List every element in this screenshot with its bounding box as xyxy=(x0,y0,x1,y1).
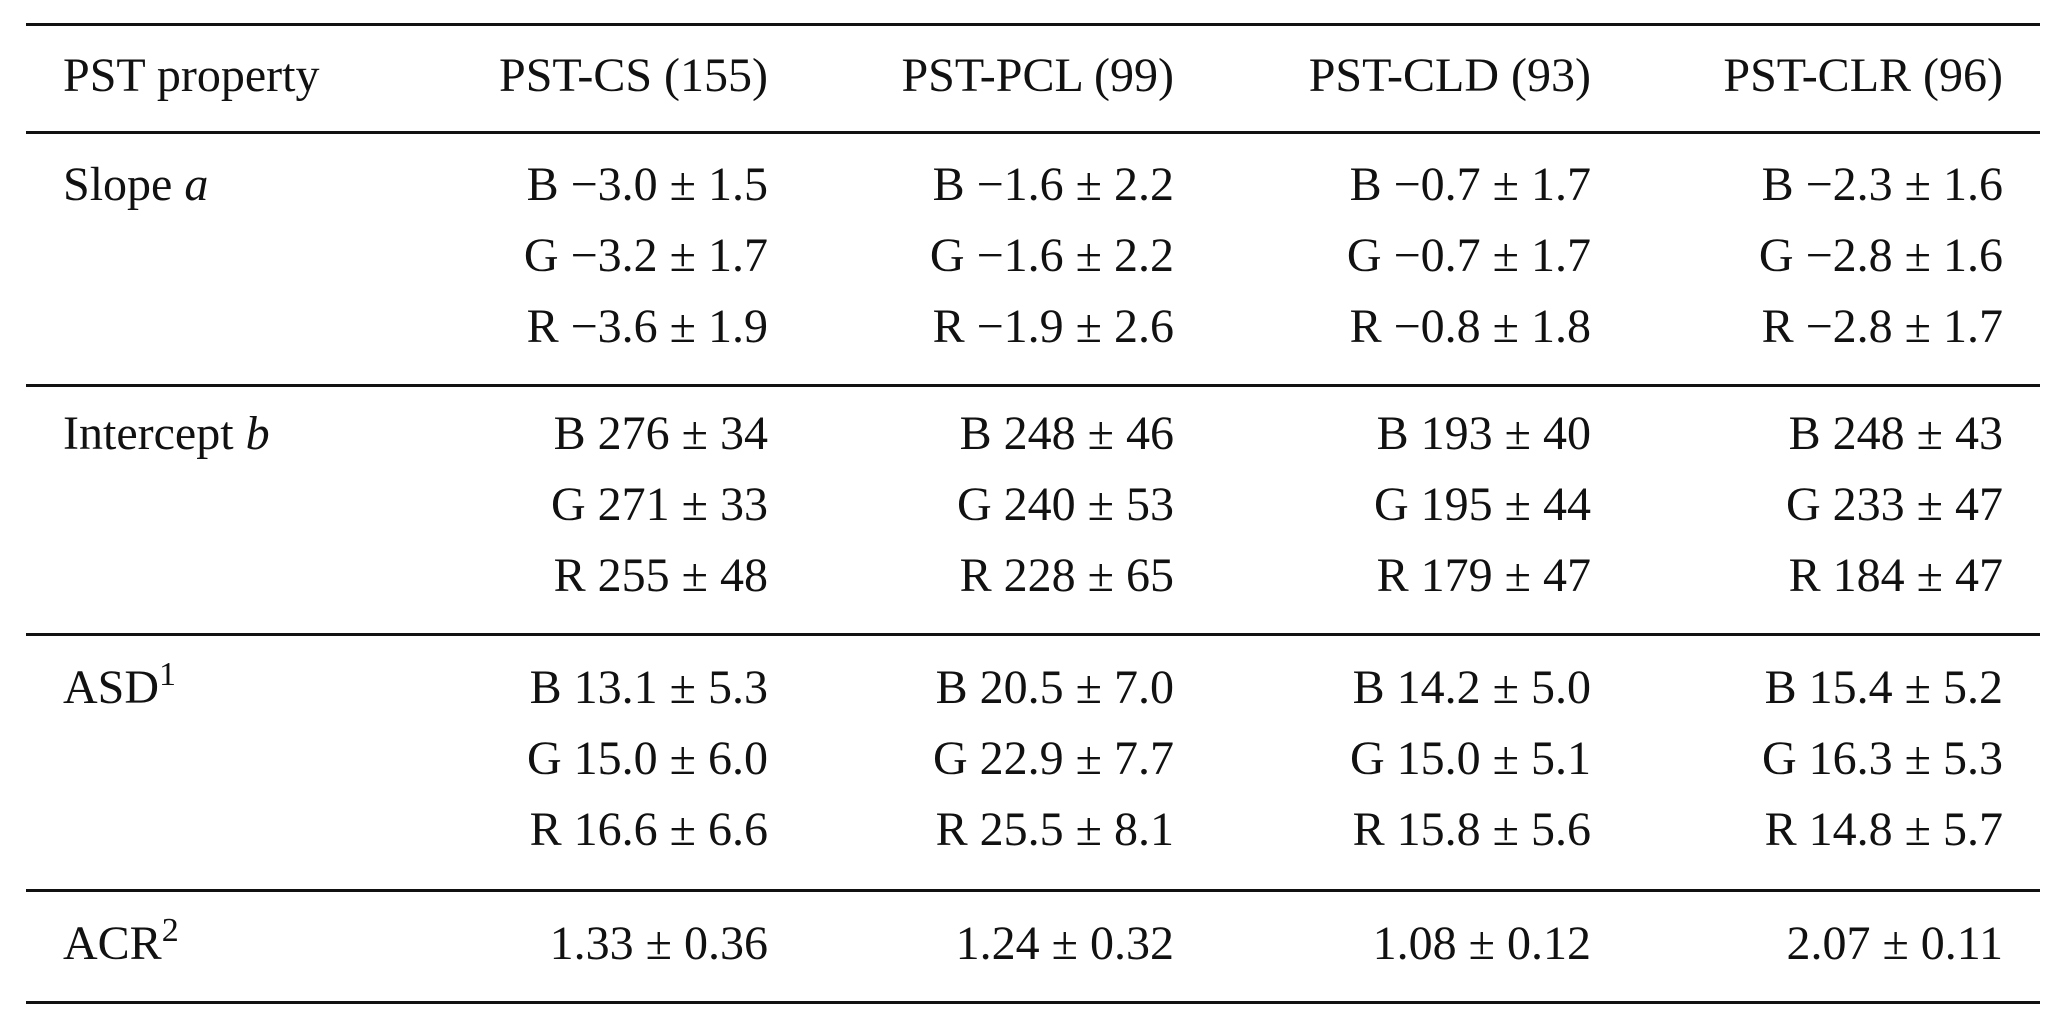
table-cell: R 179 ± 47 xyxy=(1376,549,1591,602)
table-cell: G −0.7 ± 1.7 xyxy=(1346,229,1591,282)
table-rule xyxy=(26,889,2040,892)
table-cell: R 25.5 ± 8.1 xyxy=(935,803,1174,856)
row-label: ASD1 xyxy=(63,658,176,718)
table-cell: B 193 ± 40 xyxy=(1376,407,1591,460)
row-label: ACR2 xyxy=(63,914,179,974)
table-cell: R −1.9 ± 2.6 xyxy=(932,300,1174,353)
table-cell: G 15.0 ± 6.0 xyxy=(526,732,768,785)
table-rule xyxy=(26,1001,2040,1004)
header-cell: PST-PCL (99) xyxy=(901,49,1174,102)
table-cell: R −3.6 ± 1.9 xyxy=(526,300,768,353)
table-cell: G 195 ± 44 xyxy=(1373,478,1591,531)
row-label-footnote: 2 xyxy=(161,912,179,949)
row-label-variable: a xyxy=(184,158,209,211)
row-label-text: Intercept xyxy=(63,407,234,460)
table-cell: R −2.8 ± 1.7 xyxy=(1761,300,2003,353)
header-cell: PST-CLD (93) xyxy=(1308,49,1591,102)
table-cell: R 228 ± 65 xyxy=(959,549,1174,602)
table-cell: B 14.2 ± 5.0 xyxy=(1352,661,1591,714)
table-cell: 1.08 ± 0.12 xyxy=(1372,917,1591,970)
table-cell: B 13.1 ± 5.3 xyxy=(529,661,768,714)
table-cell: 1.24 ± 0.32 xyxy=(955,917,1174,970)
table-cell: B 15.4 ± 5.2 xyxy=(1764,661,2003,714)
table-cell: 1.33 ± 0.36 xyxy=(549,917,768,970)
row-label-text: ASD xyxy=(63,661,160,714)
table-cell: B −2.3 ± 1.6 xyxy=(1761,158,2003,211)
table-cell: R 184 ± 47 xyxy=(1788,549,2003,602)
table-rule xyxy=(26,633,2040,636)
table-cell: G 240 ± 53 xyxy=(956,478,1174,531)
table-cell: B 276 ± 34 xyxy=(553,407,768,460)
table-cell: B −0.7 ± 1.7 xyxy=(1349,158,1591,211)
table-cell: B −3.0 ± 1.5 xyxy=(526,158,768,211)
table-cell: R 255 ± 48 xyxy=(553,549,768,602)
table-cell: R −0.8 ± 1.8 xyxy=(1349,300,1591,353)
table-cell: R 14.8 ± 5.7 xyxy=(1764,803,2003,856)
table-rule xyxy=(26,23,2040,26)
table-rule xyxy=(26,131,2040,134)
table-cell: G −3.2 ± 1.7 xyxy=(523,229,768,282)
table-cell: G 233 ± 47 xyxy=(1785,478,2003,531)
row-label-footnote: 1 xyxy=(159,656,177,693)
table-cell: B −1.6 ± 2.2 xyxy=(932,158,1174,211)
header-cell: PST-CS (155) xyxy=(499,49,768,102)
table-cell: B 248 ± 46 xyxy=(959,407,1174,460)
table-cell: G 16.3 ± 5.3 xyxy=(1761,732,2003,785)
row-label-variable: b xyxy=(245,407,270,460)
table-cell: R 15.8 ± 5.6 xyxy=(1352,803,1591,856)
table-rule xyxy=(26,384,2040,387)
table-cell: G −1.6 ± 2.2 xyxy=(929,229,1174,282)
table-cell: G 22.9 ± 7.7 xyxy=(932,732,1174,785)
table-cell: G 271 ± 33 xyxy=(550,478,768,531)
table-cell: 2.07 ± 0.11 xyxy=(1786,917,2003,970)
table-cell: B 248 ± 43 xyxy=(1788,407,2003,460)
table-cell: G −2.8 ± 1.6 xyxy=(1758,229,2003,282)
row-label: Intercept b xyxy=(63,404,270,464)
header-cell: PST-CLR (96) xyxy=(1723,49,2003,102)
row-label: Slope a xyxy=(63,155,208,215)
row-label-text: ACR xyxy=(63,917,162,970)
header-cell: PST property xyxy=(63,49,320,102)
row-label-text: Slope xyxy=(63,158,173,211)
table-cell: B 20.5 ± 7.0 xyxy=(935,661,1174,714)
table-cell: G 15.0 ± 5.1 xyxy=(1349,732,1591,785)
table-cell: R 16.6 ± 6.6 xyxy=(529,803,768,856)
